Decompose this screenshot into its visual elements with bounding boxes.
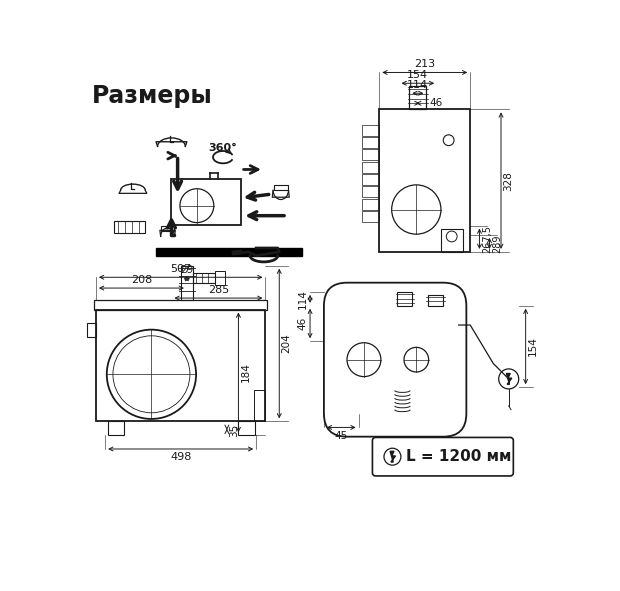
Bar [94,300,267,310]
Bar [254,391,265,421]
Bar [180,266,193,300]
Bar [363,162,379,173]
Bar [363,174,379,185]
Text: 360°: 360° [209,143,237,153]
Bar [363,137,379,148]
Polygon shape [390,452,396,462]
Text: 35: 35 [229,424,239,437]
Bar [193,274,215,282]
Text: 213: 213 [414,59,435,69]
Text: 45: 45 [334,430,347,440]
Text: 114: 114 [407,80,428,90]
Bar [428,295,443,306]
Text: 184: 184 [241,362,250,382]
Bar [397,292,412,306]
Text: 289: 289 [492,234,502,252]
Text: L = 1200 мм: L = 1200 мм [406,449,512,464]
Bar [379,109,470,252]
Text: 208: 208 [131,275,152,285]
Bar [96,310,265,421]
Text: 46: 46 [430,98,443,108]
Bar [363,199,379,210]
Text: 285: 285 [208,285,229,295]
Bar [87,323,96,337]
Bar [172,178,241,225]
Bar [363,125,379,135]
Text: 328: 328 [503,171,513,190]
Bar [107,421,125,435]
Text: 29: 29 [180,265,193,275]
FancyBboxPatch shape [373,437,513,476]
Text: 204: 204 [281,334,291,353]
Text: 114: 114 [298,289,308,309]
Bar [409,86,427,109]
Text: 507: 507 [170,264,191,274]
Bar [215,271,225,285]
Polygon shape [507,374,511,384]
Text: 154: 154 [528,336,538,356]
Text: 267,5: 267,5 [482,225,492,253]
Text: Размеры: Размеры [92,83,213,108]
Bar [363,186,379,197]
Text: 498: 498 [170,452,192,462]
Bar [274,185,288,190]
Bar [363,150,379,160]
Text: 46: 46 [298,317,308,330]
Bar [441,229,463,252]
Bar [161,226,174,231]
Bar [239,421,255,435]
Bar [113,221,144,233]
Bar [363,211,379,222]
Text: 154: 154 [407,70,428,80]
Bar [156,248,303,256]
